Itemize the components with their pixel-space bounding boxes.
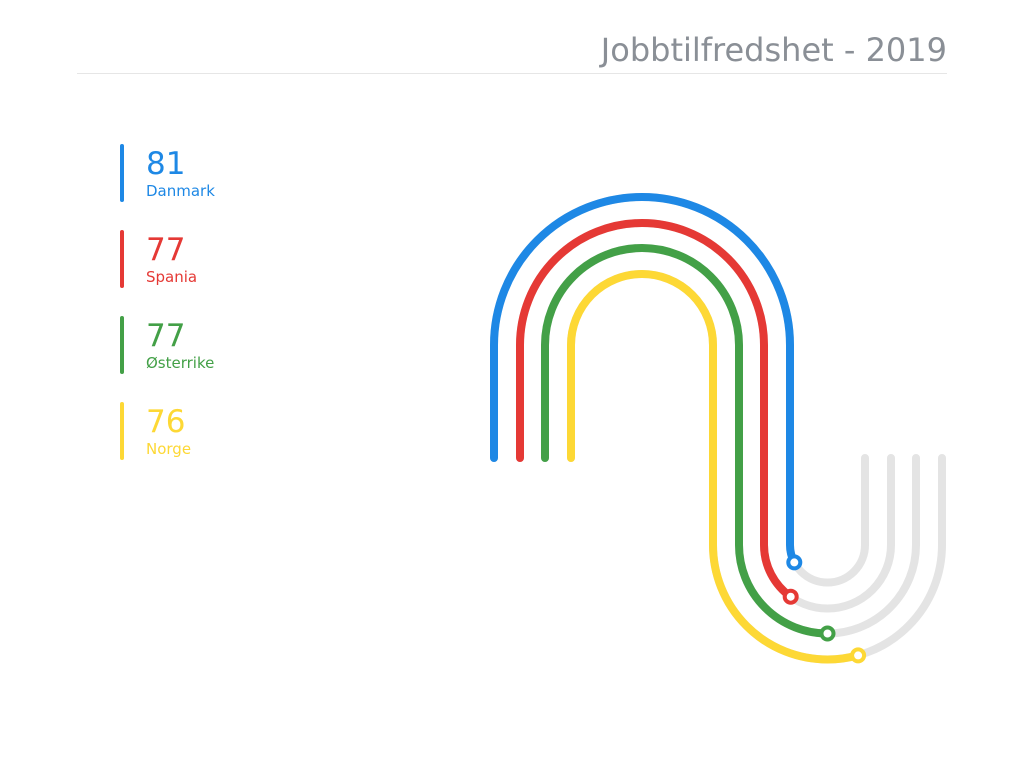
- legend-bar-osterrike: [120, 316, 124, 374]
- legend-label-norge: Norge: [146, 440, 192, 458]
- legend-bar-danmark: [120, 144, 124, 202]
- legend-bar-norge: [120, 402, 124, 460]
- series-line-danmark: [490, 193, 869, 587]
- series-line-spania: [516, 219, 895, 613]
- legend-item-spania: 77 Spania: [120, 230, 360, 290]
- track-spania: [516, 219, 895, 613]
- series-line-norge: [567, 270, 946, 664]
- legend-label-osterrike: Østerrike: [146, 354, 215, 372]
- legend-value-norge: 76: [146, 404, 186, 440]
- legend-label-spania: Spania: [146, 268, 198, 286]
- legend-item-osterrike: 77 Østerrike: [120, 316, 360, 376]
- legend-value-osterrike: 77: [146, 318, 186, 354]
- legend-item-danmark: 81 Danmark: [120, 144, 360, 204]
- end-marker-norge: [850, 647, 867, 664]
- end-marker-spania: [782, 588, 799, 605]
- legend-bar-spania: [120, 230, 124, 288]
- end-marker-osterrike: [819, 625, 836, 642]
- legend-value-spania: 77: [146, 232, 186, 268]
- series-line-osterrike: [541, 244, 920, 638]
- legend-item-norge: 76 Norge: [120, 402, 360, 462]
- title-divider: [77, 73, 947, 74]
- legend-value-danmark: 81: [146, 146, 186, 182]
- legend-label-danmark: Danmark: [146, 182, 215, 200]
- end-marker-danmark: [786, 554, 803, 571]
- chart-title: Jobbtilfredshet - 2019: [600, 31, 947, 69]
